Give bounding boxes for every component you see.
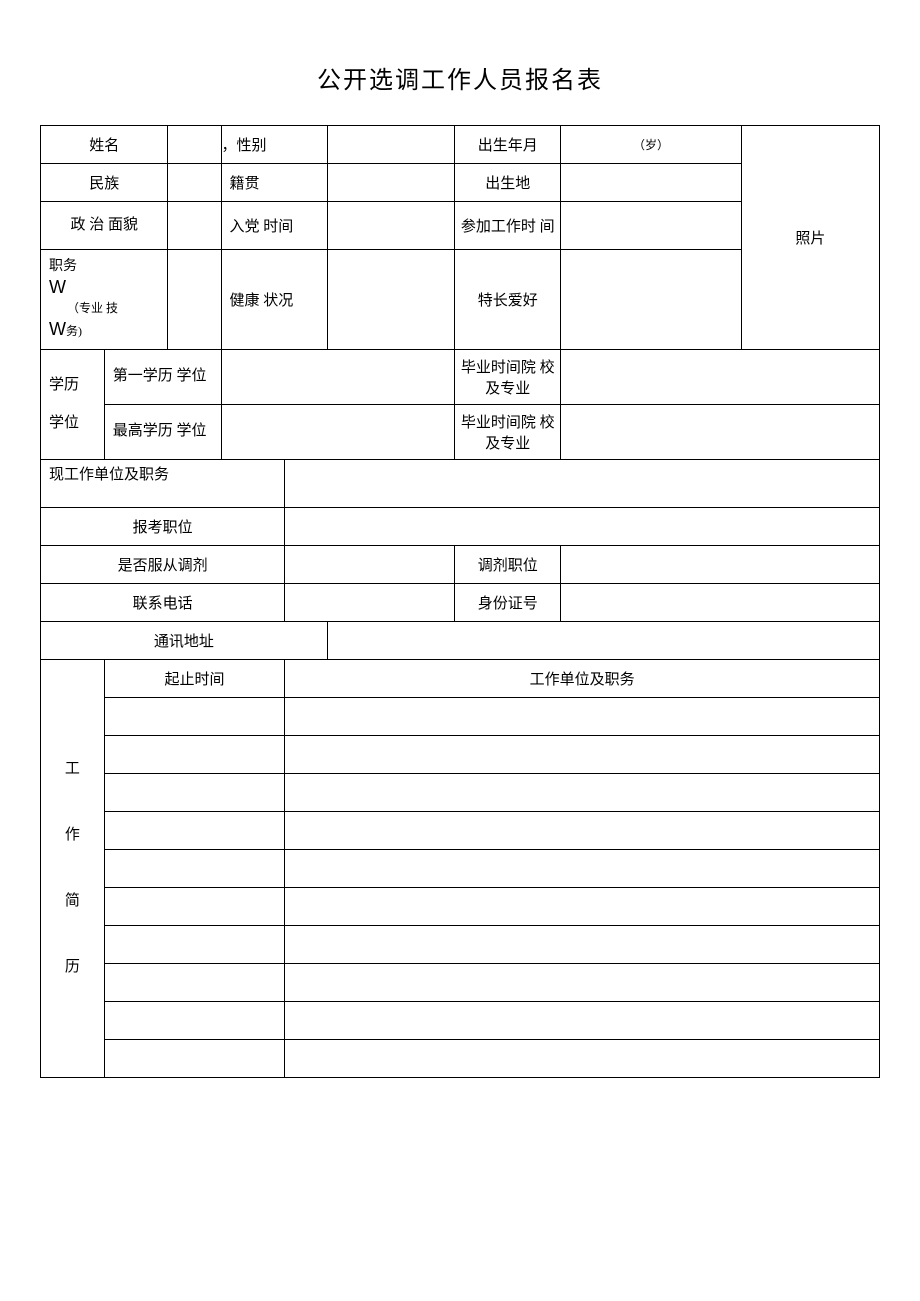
resume-unit-6: [285, 888, 880, 926]
value-id: [561, 584, 880, 622]
resume-time-3: [104, 774, 285, 812]
photo-cell: 照片: [741, 126, 879, 350]
value-position: [168, 250, 221, 350]
label-resume: 工 作 简 历: [41, 660, 105, 1078]
resume-time-10: [104, 1040, 285, 1078]
resume-unit-3: [285, 774, 880, 812]
resume-time-2: [104, 736, 285, 774]
value-party-date: [327, 202, 454, 250]
label-apply-pos: 报考职位: [41, 508, 285, 546]
label-position: 职务 W （专业 技 W务): [41, 250, 168, 350]
resume-time-4: [104, 812, 285, 850]
resume-unit-7: [285, 926, 880, 964]
value-phone: [285, 584, 455, 622]
label-edu-degree: 学历 学位: [41, 350, 105, 460]
label-address: 通讯地址: [41, 622, 328, 660]
resume-time-1: [104, 698, 285, 736]
form-title: 公开选调工作人员报名表: [40, 60, 880, 95]
label-gender: ，性别: [221, 126, 327, 164]
label-health: 健康 状况: [221, 250, 327, 350]
value-gender: [327, 126, 454, 164]
resume-unit-2: [285, 736, 880, 774]
label-name: 姓名: [41, 126, 168, 164]
value-health: [327, 250, 454, 350]
resume-time-5: [104, 850, 285, 888]
value-address: [327, 622, 879, 660]
value-native: [327, 164, 454, 202]
resume-unit-10: [285, 1040, 880, 1078]
resume-unit-1: [285, 698, 880, 736]
label-time-range: 起止时间: [104, 660, 285, 698]
value-apply-pos: [285, 508, 880, 546]
label-first-edu: 第一学历 学位: [104, 350, 221, 405]
registration-form-table: 姓名 ，性别 出生年月 （岁） 照片 民族 籍贯 出生地 政 治 面貌 入党 时…: [40, 125, 880, 1078]
resume-time-6: [104, 888, 285, 926]
resume-unit-4: [285, 812, 880, 850]
resume-time-7: [104, 926, 285, 964]
resume-unit-5: [285, 850, 880, 888]
value-work-date: [561, 202, 742, 250]
value-name: [168, 126, 221, 164]
label-work-date: 参加工作时 间: [455, 202, 561, 250]
value-ethnic: [168, 164, 221, 202]
value-hobby: [561, 250, 742, 350]
resume-time-9: [104, 1002, 285, 1040]
label-adjust-pos: 调剂职位: [455, 546, 561, 584]
resume-unit-9: [285, 1002, 880, 1040]
value-politics: [168, 202, 221, 250]
label-politics: 政 治 面貌: [41, 202, 168, 250]
label-id: 身份证号: [455, 584, 561, 622]
value-current-work: [285, 460, 880, 508]
label-grad-2: 毕业时间院 校及专业: [455, 405, 561, 460]
value-birthplace: [561, 164, 742, 202]
label-birthplace: 出生地: [455, 164, 561, 202]
value-adjust-pos: [561, 546, 880, 584]
value-birth: （岁）: [561, 126, 742, 164]
label-current-work: 现工作单位及职务: [41, 460, 285, 508]
value-highest-edu: [221, 405, 455, 460]
label-hobby: 特长爱好: [455, 250, 561, 350]
label-phone: 联系电话: [41, 584, 285, 622]
resume-time-8: [104, 964, 285, 1002]
label-work-unit: 工作单位及职务: [285, 660, 880, 698]
label-ethnic: 民族: [41, 164, 168, 202]
label-birth: 出生年月: [455, 126, 561, 164]
label-grad-1: 毕业时间院 校及专业: [455, 350, 561, 405]
value-grad-1: [561, 350, 880, 405]
label-accept-adjust: 是否服从调剂: [41, 546, 285, 584]
value-first-edu: [221, 350, 455, 405]
resume-unit-8: [285, 964, 880, 1002]
value-accept-adjust: [285, 546, 455, 584]
value-grad-2: [561, 405, 880, 460]
label-party-date: 入党 时间: [221, 202, 327, 250]
label-native: 籍贯: [221, 164, 327, 202]
label-highest-edu: 最高学历 学位: [104, 405, 221, 460]
